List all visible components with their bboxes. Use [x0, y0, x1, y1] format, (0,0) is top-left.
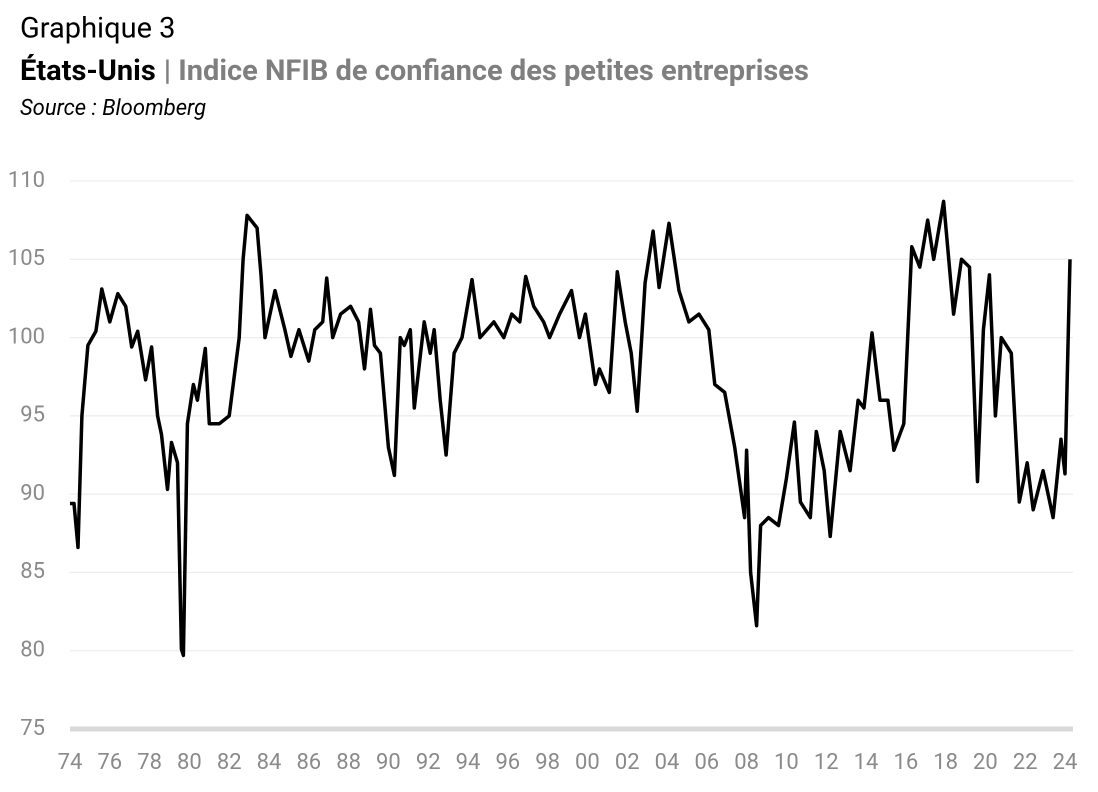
x-tick-label: 04	[655, 750, 680, 775]
series-line	[70, 199, 1072, 658]
x-tick-label: 78	[137, 750, 162, 775]
subtitle-country: États-Unis	[20, 53, 156, 88]
x-tick-label: 80	[177, 750, 202, 775]
x-tick-label: 18	[933, 750, 958, 775]
x-tick-label: 98	[535, 750, 560, 775]
x-tick-label: 92	[416, 750, 441, 775]
x-tick-label: 14	[854, 750, 879, 775]
x-tick-label: 74	[58, 750, 83, 775]
subtitle-text: | Indice NFIB de confiance des petites e…	[164, 54, 809, 88]
x-tick-label: 08	[734, 750, 759, 775]
y-tick-label: 90	[20, 481, 45, 506]
x-tick-label: 88	[336, 750, 361, 775]
x-tick-label: 02	[615, 750, 640, 775]
y-tick-label: 110	[8, 168, 45, 193]
x-tick-label: 20	[973, 750, 998, 775]
x-tick-label: 22	[1013, 750, 1038, 775]
y-tick-label: 75	[20, 716, 45, 741]
y-tick-label: 80	[20, 638, 45, 663]
x-tick-label: 96	[495, 750, 520, 775]
source: Source : Bloomberg	[20, 96, 206, 121]
x-tick-label: 10	[774, 750, 799, 775]
x-tick-label: 06	[694, 750, 719, 775]
y-tick-label: 95	[20, 403, 45, 428]
x-tick-label: 12	[814, 750, 839, 775]
chart-subtitle: États-Unis | Indice NFIB de confiance des…	[20, 53, 809, 88]
y-tick-label: 105	[8, 246, 45, 271]
y-tick-label: 100	[8, 324, 45, 349]
chart-title: Graphique 3	[20, 12, 175, 46]
x-tick-label: 76	[97, 750, 122, 775]
x-tick-label: 94	[456, 750, 481, 775]
y-tick-label: 85	[20, 559, 45, 584]
x-tick-label: 84	[257, 750, 282, 775]
x-tick-label: 16	[893, 750, 918, 775]
x-tick-label: 24	[1053, 750, 1078, 775]
x-tick-label: 00	[575, 750, 600, 775]
x-tick-label: 90	[376, 750, 401, 775]
x-tick-label: 82	[217, 750, 242, 775]
x-tick-label: 86	[296, 750, 321, 775]
